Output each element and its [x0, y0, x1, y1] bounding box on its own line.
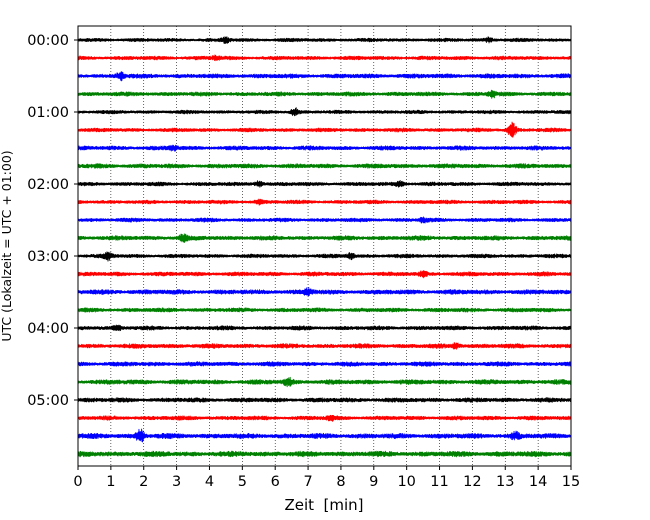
trace-20 [77, 397, 572, 403]
trace-0 [77, 36, 572, 44]
trace-3 [77, 89, 572, 99]
trace-12 [77, 251, 572, 262]
trace-1 [77, 54, 572, 62]
x-tick-label-8: 8 [336, 474, 345, 490]
y-axis-label: UTC (Lokalzeit = UTC + 01:00) [0, 150, 14, 341]
trace-23 [77, 450, 572, 458]
trace-13 [77, 270, 572, 279]
trace-18 [77, 361, 572, 367]
x-tick-label-15: 15 [562, 474, 580, 490]
x-tick-label-5: 5 [238, 474, 247, 490]
plot-frame [77, 25, 572, 467]
x-tick-label-10: 10 [397, 474, 415, 490]
x-tick-label-2: 2 [139, 474, 148, 490]
y-tick-label-1: 01:00 [27, 105, 69, 121]
grid-lines [110, 26, 539, 466]
trace-10 [77, 216, 572, 224]
x-tick-label-12: 12 [463, 474, 481, 490]
trace-7 [77, 163, 572, 169]
y-tick-label-2: 02:00 [27, 177, 69, 193]
trace-21 [77, 414, 572, 422]
trace-4 [77, 107, 572, 117]
seismic-traces [77, 36, 572, 458]
x-tick-label-14: 14 [529, 474, 547, 490]
x-tick-label-11: 11 [430, 474, 448, 490]
trace-9 [77, 198, 572, 206]
x-tick-label-1: 1 [106, 474, 115, 490]
x-axis-label: Zeit [min] [284, 496, 363, 514]
trace-22 [77, 428, 572, 443]
trace-15 [77, 307, 572, 313]
x-tick-label-3: 3 [172, 474, 181, 490]
x-axis-ticks: 0 1 2 3 4 5 6 7 8 9 10 11 12 13 14 15 [73, 466, 580, 490]
trace-2 [77, 71, 572, 82]
x-tick-label-9: 9 [369, 474, 378, 490]
y-axis-ticks: 00:00 01:00 02:00 03:00 04:00 05:00 [27, 33, 78, 409]
y-tick-label-0: 00:00 [27, 33, 69, 49]
x-tick-label-0: 0 [73, 474, 82, 490]
trace-14 [77, 287, 572, 297]
x-tick-label-13: 13 [496, 474, 514, 490]
trace-6 [77, 144, 572, 152]
trace-19 [77, 376, 572, 388]
x-tick-label-4: 4 [205, 474, 214, 490]
y-tick-label-5: 05:00 [27, 393, 69, 409]
trace-16 [77, 324, 572, 332]
trace-8 [77, 180, 572, 188]
trace-11 [77, 233, 572, 243]
y-tick-label-3: 03:00 [27, 249, 69, 265]
trace-5 [77, 121, 572, 138]
x-tick-label-7: 7 [303, 474, 312, 490]
x-tick-label-6: 6 [271, 474, 280, 490]
y-tick-label-4: 04:00 [27, 321, 69, 337]
trace-17 [77, 342, 572, 350]
